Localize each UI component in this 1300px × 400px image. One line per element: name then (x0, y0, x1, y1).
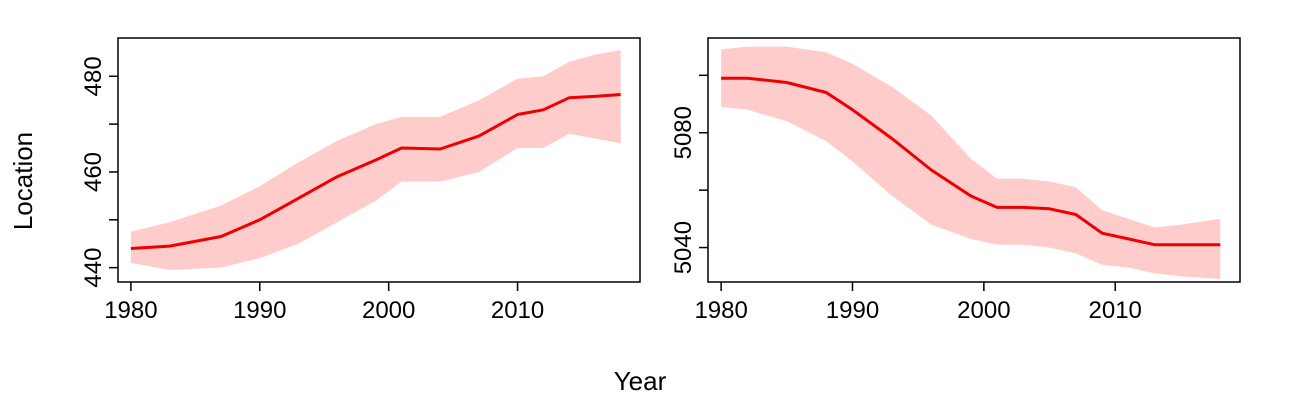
x-tick-label: 1990 (826, 297, 879, 324)
series-line (130, 93, 621, 250)
right-panel: 1980 1990 2000 2010 5040 5080 (670, 37, 1241, 324)
plot-box (707, 37, 1241, 283)
y-tick-label: 460 (80, 152, 107, 192)
x-tick-label: 2000 (362, 297, 415, 324)
x-axis-title: Year (614, 366, 667, 396)
y-tick-label: 440 (80, 248, 107, 288)
x-tick-label: 2010 (491, 297, 544, 324)
plot-box (117, 37, 641, 283)
x-tick-label: 2010 (1089, 297, 1142, 324)
left-panel: 1980 1990 2000 2010 440 460 480 (80, 37, 641, 324)
confidence-band (721, 46, 1221, 280)
y-tick-label: 5080 (670, 106, 697, 159)
x-tick-label: 1980 (694, 297, 747, 324)
x-tick-label: 1990 (233, 297, 286, 324)
y-tick-label: 480 (80, 56, 107, 96)
y-axis-title: Location (8, 132, 38, 230)
x-tick-label: 1980 (104, 297, 157, 324)
y-tick-label: 5040 (670, 221, 697, 274)
x-tick-label: 2000 (957, 297, 1010, 324)
series-line (721, 76, 1221, 247)
